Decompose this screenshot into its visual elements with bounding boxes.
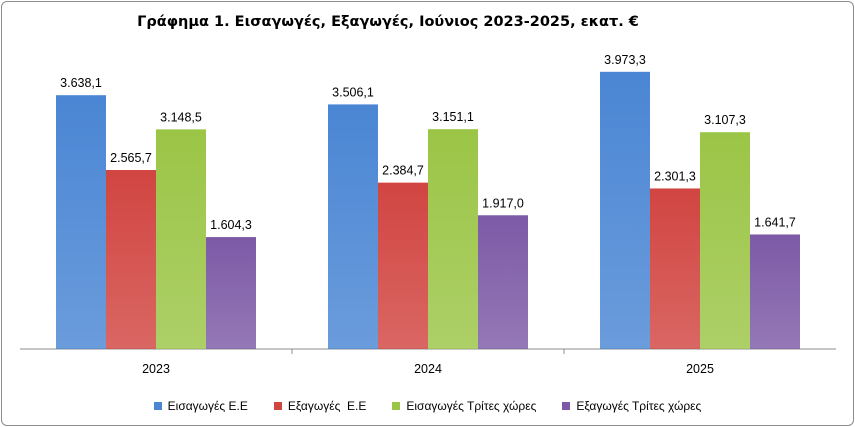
data-label: 2.384,7	[382, 164, 424, 178]
bar-2024-series-3	[478, 215, 528, 349]
bar-2024-series-1	[378, 182, 428, 349]
legend-swatch-eu-exports	[273, 402, 282, 410]
bar-2023-series-0	[56, 95, 106, 349]
data-label: 3.151,1	[432, 110, 474, 124]
bar-2023-series-2	[156, 129, 206, 349]
data-label: 3.506,1	[332, 85, 374, 99]
bar-chart: 3.638,1 2.565,7 3.148,5 1.604,3 2023 3.506,1 2…	[20, 53, 836, 376]
data-label: 2.301,3	[654, 169, 696, 183]
bar-2025-series-2	[700, 132, 750, 349]
legend-label-third-imports: Εισαγωγές Τρίτες χώρες	[406, 399, 537, 413]
bar-2025-series-3	[750, 234, 800, 349]
data-label: 3.107,3	[704, 113, 746, 127]
bar-2025-series-1	[650, 188, 700, 349]
legend-item-third-imports: Εισαγωγές Τρίτες χώρες	[392, 396, 536, 416]
bar-2024-series-0	[328, 104, 378, 350]
chart-legend: Εισαγωγές Ε.Ε Εξαγωγές Ε.Ε Εισαγωγές Τρί…	[0, 396, 855, 416]
data-label: 3.638,1	[60, 76, 102, 90]
x-tick-label: 2023	[142, 362, 170, 376]
bar-2023-series-1	[106, 170, 156, 349]
data-label: 2.565,7	[110, 151, 152, 165]
legend-label-third-exports: Εξαγωγές Τρίτες χώρες	[576, 399, 702, 413]
legend-swatch-third-exports	[562, 402, 571, 410]
legend-item-third-exports: Εξαγωγές Τρίτες χώρες	[562, 396, 701, 416]
chart-title: Γράφημα 1. Εισαγωγές, Εξαγωγές, Ιούνιος …	[137, 14, 639, 30]
legend-item-eu-exports: Εξαγωγές Ε.Ε	[273, 396, 367, 416]
bar-2023-series-3	[206, 237, 256, 349]
data-label: 1.917,0	[482, 196, 524, 210]
x-tick-label: 2024	[414, 362, 442, 376]
data-label: 1.604,3	[210, 218, 252, 232]
data-label: 1.641,7	[754, 215, 796, 229]
data-label: 3.148,5	[160, 110, 202, 124]
data-label: 3.973,3	[604, 53, 646, 67]
x-tick-label: 2025	[686, 362, 714, 376]
legend-label-eu-exports: Εξαγωγές Ε.Ε	[287, 399, 367, 413]
legend-item-eu-imports: Εισαγωγές Ε.Ε	[153, 396, 248, 416]
legend-swatch-third-imports	[392, 402, 401, 410]
legend-swatch-eu-imports	[153, 402, 162, 410]
bar-2024-series-2	[428, 129, 478, 349]
bar-2025-series-0	[600, 71, 650, 349]
legend-label-eu-imports: Εισαγωγές Ε.Ε	[167, 399, 248, 413]
